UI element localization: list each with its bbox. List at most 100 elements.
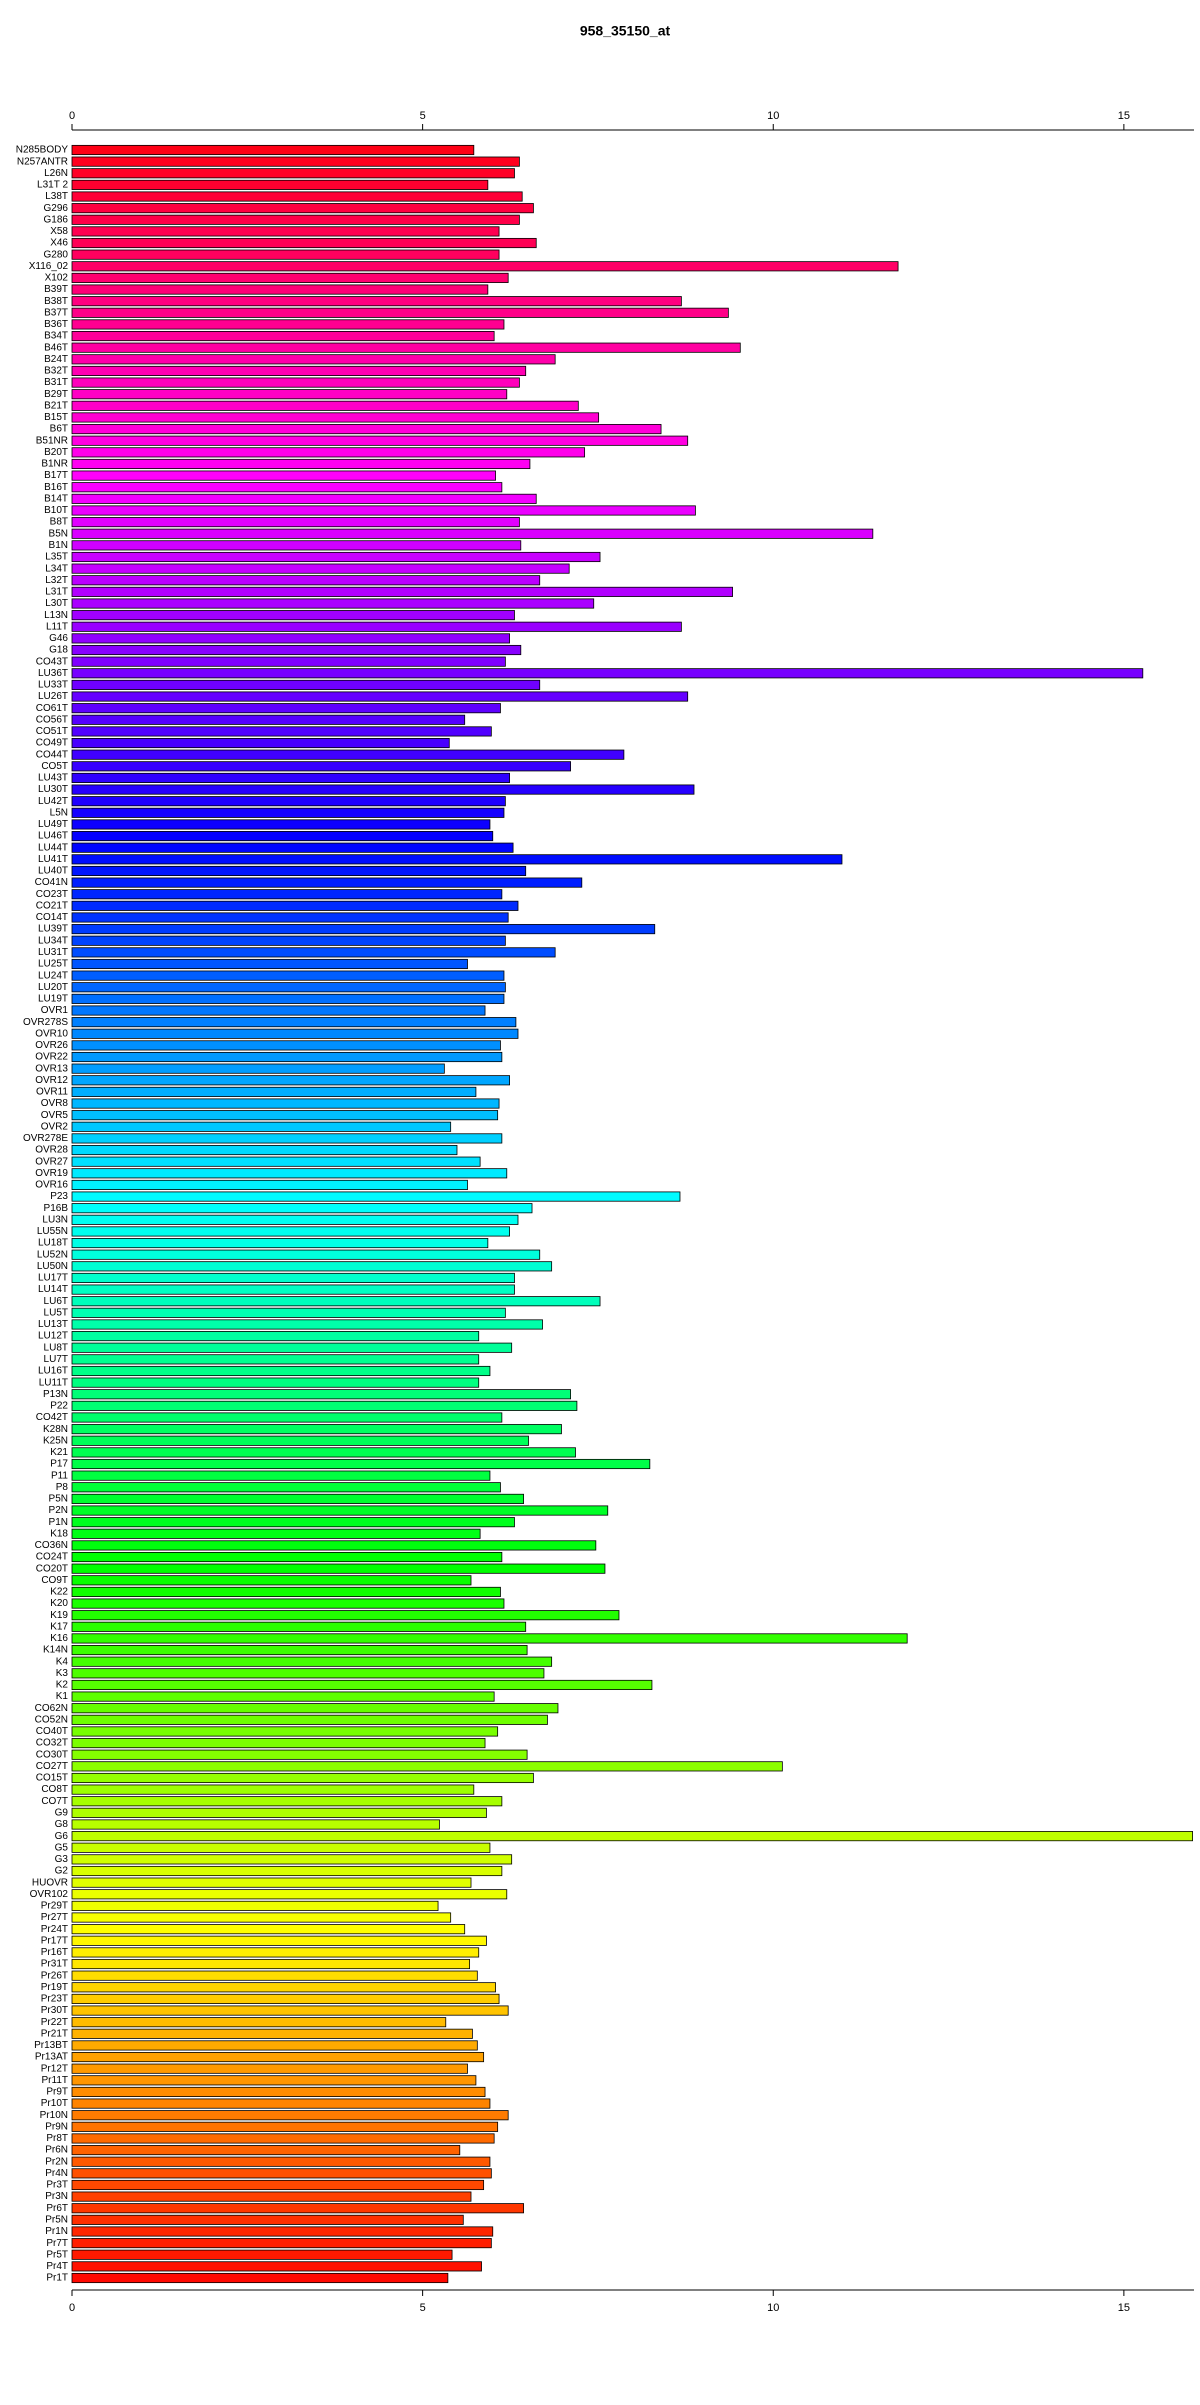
y-tick-label: LU34T — [38, 935, 68, 946]
bar — [71, 1191, 681, 1202]
y-tick-label: OVR28 — [35, 1145, 68, 1156]
bar — [71, 575, 541, 586]
y-tick-label: LU16T — [38, 1366, 68, 1377]
bar — [71, 191, 523, 202]
bar — [71, 1051, 503, 1063]
bar — [71, 784, 695, 795]
y-tick-label: CO5T — [41, 761, 68, 772]
bar — [71, 1528, 481, 1539]
bar — [71, 1993, 500, 2004]
y-tick-label: K17 — [50, 1621, 68, 1632]
y-tick-label: OVR10 — [35, 1028, 68, 1039]
bar — [71, 1412, 503, 1423]
y-tick-label: Pr31T — [41, 1959, 68, 1970]
x-tick-label: 10 — [767, 2302, 779, 2314]
y-tick-label: X102 — [45, 273, 69, 284]
x-tick-label: 5 — [420, 2302, 426, 2314]
y-tick-label: X46 — [50, 238, 68, 249]
y-tick-label: B10T — [44, 505, 68, 516]
y-tick-label: K2 — [56, 1680, 69, 1691]
bar — [71, 900, 519, 911]
bar — [71, 1063, 445, 1074]
bar — [71, 261, 899, 272]
bar — [71, 807, 505, 818]
bar — [71, 2214, 464, 2225]
y-tick-label: LU7T — [44, 1354, 68, 1365]
y-tick-label: Pr3N — [45, 2191, 68, 2202]
y-tick-label: LU44T — [38, 842, 68, 853]
bar — [71, 1726, 499, 1737]
bar — [71, 912, 509, 923]
bar — [71, 435, 689, 446]
y-tick-label: CO49T — [36, 738, 68, 749]
bar — [71, 2017, 447, 2028]
y-tick-label: CO8T — [41, 1784, 68, 1795]
y-tick-label: L11T — [46, 621, 68, 632]
bar — [71, 854, 843, 865]
y-tick-label: LU50N — [37, 1261, 68, 1272]
bar — [71, 354, 556, 365]
y-tick-label: OVR13 — [35, 1063, 68, 1074]
bar — [71, 1168, 508, 1179]
bar — [71, 1226, 510, 1237]
bar — [71, 1738, 486, 1749]
y-tick-label: Pr21T — [41, 2028, 68, 2039]
bar — [71, 1563, 606, 1574]
bar — [71, 1819, 440, 1830]
y-tick-label: CO62N — [35, 1703, 68, 1714]
x-tick-label: 5 — [420, 110, 426, 122]
bar — [71, 1203, 533, 1214]
bar — [71, 1086, 477, 1097]
y-tick-label: L38T — [45, 191, 68, 202]
y-tick-label: Pr13AT — [35, 2052, 68, 2063]
bar — [71, 2028, 473, 2039]
bar — [71, 237, 537, 249]
bar — [71, 168, 515, 179]
y-tick-label: B15T — [44, 412, 68, 423]
bar — [71, 1679, 653, 1691]
bar — [71, 2203, 525, 2214]
bar — [71, 1970, 478, 1981]
y-tick-label: LU19T — [38, 994, 68, 1005]
bar — [71, 2133, 495, 2144]
bar — [71, 633, 510, 644]
y-tick-label: B21T — [44, 400, 68, 411]
bar — [71, 2086, 486, 2097]
bar — [71, 2040, 478, 2051]
y-tick-label: G46 — [49, 633, 68, 644]
bar — [71, 1331, 480, 1342]
y-tick-label: P17 — [50, 1459, 68, 1470]
bar — [71, 1482, 501, 1493]
y-tick-label: LU12T — [38, 1331, 68, 1342]
y-tick-label: P23 — [50, 1191, 68, 1202]
bar — [71, 2156, 491, 2167]
y-tick-label: CO21T — [36, 900, 68, 911]
y-tick-label: B31T — [44, 377, 68, 388]
bar — [71, 586, 733, 597]
y-tick-label: Pr23T — [41, 1994, 68, 2005]
y-tick-label: B32T — [44, 366, 68, 377]
bar — [71, 551, 601, 563]
y-tick-label: LU33T — [38, 680, 68, 691]
y-tick-label: L5N — [50, 807, 68, 818]
y-tick-label: CO14T — [36, 912, 68, 923]
y-tick-label: B6T — [50, 424, 68, 435]
bar — [71, 1377, 480, 1388]
bar — [71, 2075, 477, 2086]
y-tick-label: B14T — [44, 493, 68, 504]
bar — [71, 1098, 500, 1109]
y-tick-label: CO36N — [35, 1540, 68, 1551]
y-tick-label: Pr30T — [41, 2005, 68, 2016]
bar — [71, 1133, 503, 1144]
bar — [71, 1598, 505, 1609]
y-tick-label: LU39T — [38, 924, 68, 935]
y-tick-label: P11 — [51, 1470, 68, 1481]
bar — [71, 1784, 475, 1795]
y-tick-label: P8 — [56, 1482, 69, 1493]
bar — [71, 2249, 453, 2260]
y-tick-label: B34T — [44, 331, 68, 342]
y-tick-label: G2 — [55, 1866, 69, 1877]
y-tick-label: CO7T — [41, 1796, 68, 1807]
bar — [71, 1400, 578, 1411]
